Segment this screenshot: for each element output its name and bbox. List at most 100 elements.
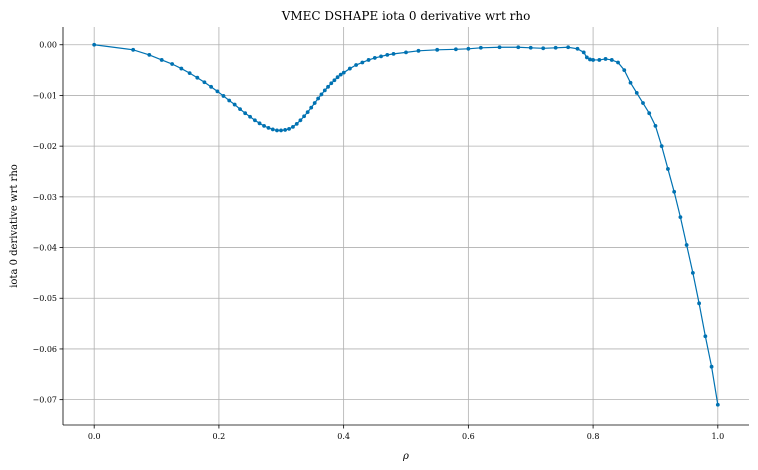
- data-point: [332, 78, 337, 83]
- y-tick-label: −0.03: [32, 193, 57, 202]
- data-point: [279, 128, 283, 133]
- data-point: [202, 80, 207, 85]
- data-point: [209, 84, 214, 89]
- data-point: [603, 57, 608, 61]
- data-point: [262, 123, 266, 128]
- x-tick-label: 0.0: [88, 432, 101, 441]
- data-point: [647, 111, 652, 116]
- data-point: [653, 123, 658, 128]
- y-tick-label: −0.01: [32, 91, 57, 100]
- y-tick-label: −0.04: [32, 244, 57, 253]
- data-point: [541, 46, 546, 51]
- x-tick-label: 0.4: [337, 432, 350, 441]
- data-point: [385, 52, 390, 57]
- data-point: [170, 62, 175, 66]
- data-point: [298, 118, 303, 123]
- data-point: [628, 80, 633, 85]
- data-point: [232, 102, 237, 107]
- data-point: [319, 92, 324, 97]
- data-point: [329, 81, 334, 86]
- data-point: [641, 101, 645, 105]
- data-point: [322, 88, 327, 93]
- data-point: [92, 42, 97, 47]
- data-point: [266, 125, 271, 130]
- data-point: [283, 128, 288, 132]
- data-point: [584, 55, 589, 60]
- y-tick-label: −0.06: [32, 345, 57, 354]
- y-tick-label: −0.07: [32, 396, 57, 405]
- data-point: [416, 48, 421, 53]
- data-point: [666, 167, 670, 171]
- data-point: [497, 45, 502, 50]
- data-point: [291, 124, 295, 129]
- data-point: [391, 51, 396, 56]
- data-point: [159, 58, 164, 62]
- data-point: [187, 71, 192, 76]
- data-point: [243, 111, 248, 116]
- data-point: [335, 75, 340, 80]
- data-point: [305, 110, 310, 115]
- x-tick-label: 0.8: [587, 432, 600, 441]
- data-point: [697, 301, 702, 306]
- data-point: [478, 45, 483, 50]
- data-point: [372, 56, 377, 60]
- chart-title: VMEC DSHAPE iota 0 derivative wrt rho: [281, 9, 531, 23]
- data-point: [252, 118, 257, 123]
- data-point: [147, 52, 152, 57]
- data-point: [131, 47, 136, 52]
- data-point: [659, 144, 664, 149]
- data-point: [287, 127, 291, 131]
- data-point: [360, 60, 365, 65]
- series-line: [94, 44, 719, 405]
- data-point: [309, 105, 314, 110]
- data-point: [270, 127, 275, 132]
- data-point: [684, 243, 689, 247]
- data-point: [257, 121, 262, 126]
- data-point: [435, 47, 440, 52]
- data-point: [338, 72, 343, 77]
- data-point: [672, 189, 677, 194]
- data-point: [248, 114, 252, 119]
- data-point: [316, 96, 321, 101]
- data-point: [195, 75, 200, 80]
- data-point: [553, 45, 558, 50]
- data-point: [715, 402, 720, 407]
- data-point: [609, 58, 614, 62]
- data-point: [575, 46, 580, 51]
- x-tick-label: 1.0: [711, 432, 724, 441]
- data-point: [453, 47, 458, 52]
- data-point: [566, 45, 571, 50]
- y-axis-label: iota 0 derivative wrt rho: [9, 164, 20, 288]
- data-point: [588, 57, 592, 62]
- data-point: [709, 364, 714, 369]
- data-point: [302, 114, 306, 119]
- data-point: [634, 91, 639, 95]
- data-point: [347, 66, 352, 71]
- data-point: [354, 63, 359, 67]
- data-point: [528, 45, 533, 50]
- data-point: [179, 66, 184, 71]
- data-point: [690, 270, 695, 275]
- data-point: [703, 334, 708, 339]
- data-point: [466, 46, 471, 51]
- axes: 0.0 0.2 0.4 0.6 0.8 1.0 0.00 −0.01 −0.02 −0.03 −0.…: [32, 27, 749, 441]
- grid-lines: [63, 27, 749, 425]
- y-tick-label: 0.00: [39, 41, 57, 50]
- data-point: [275, 128, 279, 133]
- data-point: [215, 89, 220, 94]
- data-point: [227, 98, 232, 103]
- data-point: [622, 68, 627, 72]
- data-point: [326, 84, 330, 89]
- data-point: [379, 54, 383, 59]
- data-point: [294, 121, 299, 126]
- data-point: [597, 58, 602, 62]
- data-point: [221, 94, 226, 98]
- data-point: [581, 50, 586, 55]
- data-point: [516, 45, 521, 50]
- data-point: [616, 60, 620, 65]
- data-point: [238, 107, 242, 112]
- series-layer: [92, 42, 720, 407]
- data-point: [341, 70, 346, 75]
- x-axis-label: ρ: [402, 451, 409, 462]
